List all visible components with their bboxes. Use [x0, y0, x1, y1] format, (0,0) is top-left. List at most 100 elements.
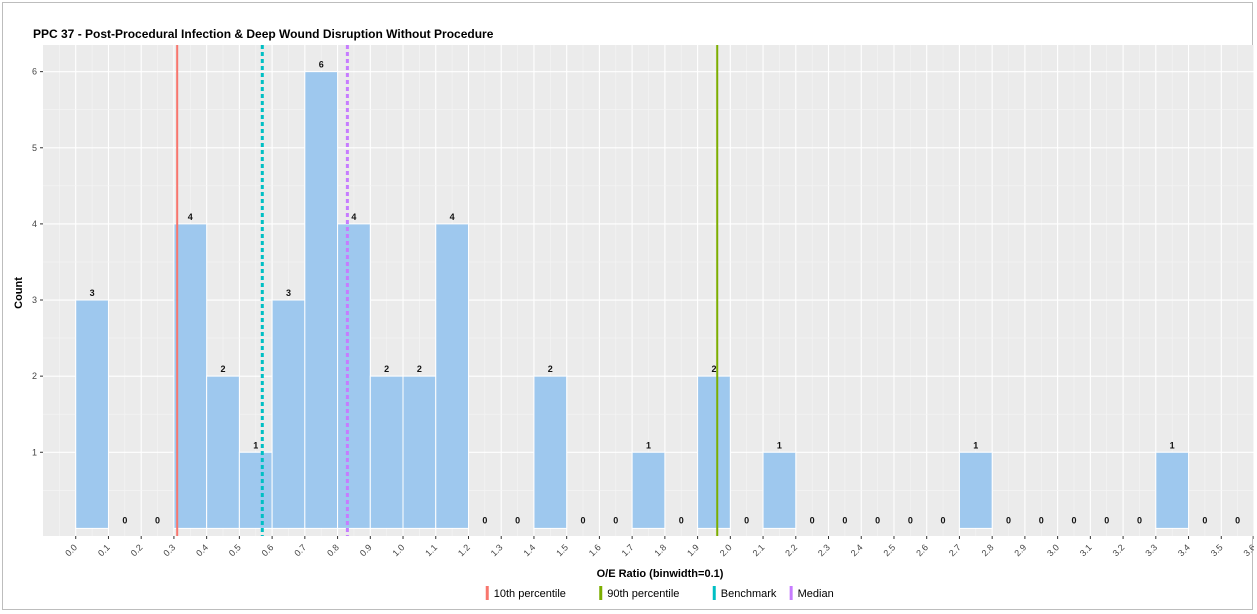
bar-count-label: 2 — [548, 364, 553, 374]
x-tick-label: 2.0 — [718, 542, 734, 558]
bar-count-label: 4 — [188, 212, 193, 222]
legend-label: 10th percentile — [494, 588, 566, 600]
legend: 10th percentile 90th percentile Benchmark M… — [485, 586, 834, 600]
x-tick-label: 1.2 — [456, 542, 472, 558]
x-tick-label: 1.7 — [620, 542, 636, 558]
histogram-bar — [631, 451, 666, 529]
x-tick-label: 2.7 — [947, 542, 963, 558]
bar-count-label: 1 — [777, 440, 782, 450]
bar-count-label: 3 — [286, 288, 291, 298]
y-tick-label: 2 — [32, 371, 37, 381]
histogram-bar — [238, 451, 273, 529]
histogram-bar — [304, 71, 339, 529]
bar-count-label: 0 — [1202, 515, 1207, 525]
x-tick-label: 1.3 — [489, 542, 505, 558]
bar-count-label: 2 — [384, 364, 389, 374]
legend-label: Benchmark — [721, 588, 777, 600]
bar-count-label: 0 — [515, 515, 520, 525]
x-tick-label: 1.0 — [391, 542, 407, 558]
reference-lines-group — [176, 45, 719, 536]
bar-count-label: 0 — [908, 515, 913, 525]
bar-count-label: 0 — [875, 515, 880, 525]
x-tick-label: 2.4 — [849, 542, 865, 558]
x-tick-label: 2.5 — [881, 542, 897, 558]
x-tick-label: 2.6 — [914, 542, 930, 558]
bar-count-label: 0 — [1235, 515, 1240, 525]
histogram-bar — [369, 375, 404, 529]
bar-count-label: 1 — [646, 440, 651, 450]
x-tick-label: 3.2 — [1111, 542, 1127, 558]
x-tick-label: 0.7 — [292, 542, 308, 558]
x-tick-label: 0.3 — [161, 542, 177, 558]
y-tick-label: 4 — [32, 219, 37, 229]
x-tick-label: 0.9 — [358, 542, 374, 558]
x-tick-label: 3.5 — [1209, 542, 1225, 558]
histogram-chart: PPC 37 - Post-Procedural Infection & Dee… — [13, 27, 1254, 600]
x-tick-label: 0.1 — [96, 542, 112, 558]
bar-count-label: 0 — [613, 515, 618, 525]
x-tick-label: 3.1 — [1078, 542, 1094, 558]
bar-count-label: 0 — [1039, 515, 1044, 525]
x-axis-ticks: 0.0 0.1 0.2 0.3 0.4 0.5 0.6 0.7 0.8 0.9 1.0 1.1 1.2 1… — [63, 536, 1254, 558]
x-tick-label: 3.4 — [1176, 542, 1192, 558]
histogram-bar — [337, 223, 371, 529]
bar-labels-group: 3 0 0 4 2 1 3 6 4 2 2 4 0 0 2 0 0 1 0 2 0 1 0 0 0 0 0 1 0 0 0 0 0 1 0 0 — [90, 60, 1241, 526]
x-tick-label: 2.9 — [1012, 542, 1028, 558]
y-tick-label: 6 — [32, 67, 37, 77]
legend-label: Median — [798, 588, 834, 600]
x-tick-label: 1.5 — [554, 542, 570, 558]
x-tick-label: 1.8 — [652, 542, 668, 558]
histogram-bar — [206, 375, 240, 529]
x-tick-label: 0.6 — [260, 542, 276, 558]
x-tick-label: 2.8 — [980, 542, 996, 558]
histogram-bar — [435, 223, 469, 529]
legend-swatch-median — [789, 586, 793, 600]
bar-count-label: 3 — [90, 288, 95, 298]
x-tick-label: 3.6 — [1241, 542, 1254, 558]
bar-count-label: 0 — [1006, 515, 1011, 525]
x-tick-label: 0.8 — [325, 542, 341, 558]
y-tick-label: 3 — [32, 295, 37, 305]
x-tick-label: 0.2 — [129, 542, 145, 558]
bar-count-label: 6 — [319, 60, 324, 70]
histogram-bar — [762, 451, 797, 529]
legend-swatch-90th-percentile — [599, 586, 603, 600]
bar-count-label: 0 — [1071, 515, 1076, 525]
x-tick-label: 2.2 — [783, 542, 799, 558]
y-tick-label: 1 — [32, 447, 37, 457]
bar-count-label: 0 — [941, 515, 946, 525]
bar-count-label: 0 — [744, 515, 749, 525]
bar-count-label: 2 — [711, 364, 716, 374]
legend-swatch-10th-percentile — [485, 586, 489, 600]
bar-count-label: 0 — [482, 515, 487, 525]
bar-count-label: 4 — [351, 212, 356, 222]
chart-title: PPC 37 - Post-Procedural Infection & Dee… — [33, 27, 494, 41]
bar-count-label: 2 — [221, 364, 226, 374]
x-tick-label: 2.1 — [751, 542, 767, 558]
bar-count-label: 1 — [1170, 440, 1175, 450]
bar-count-label: 0 — [1137, 515, 1142, 525]
bar-count-label: 0 — [842, 515, 847, 525]
histogram-bar — [533, 375, 568, 529]
bar-count-label: 4 — [450, 212, 455, 222]
x-axis-title: O/E Ratio (binwidth=0.1) — [597, 568, 724, 580]
bar-count-label: 0 — [122, 515, 127, 525]
histogram-bar — [75, 299, 109, 529]
x-tick-label: 0.5 — [227, 542, 243, 558]
histogram-bar — [402, 375, 437, 529]
x-tick-label: 1.9 — [685, 542, 701, 558]
bar-count-label: 0 — [155, 515, 160, 525]
x-tick-label: 0.4 — [194, 542, 210, 558]
x-tick-label: 3.3 — [1143, 542, 1159, 558]
histogram-bar — [1155, 451, 1190, 529]
y-axis-title: Count — [13, 277, 25, 309]
bar-count-label: 2 — [417, 364, 422, 374]
x-tick-label: 1.4 — [521, 542, 537, 558]
bar-count-label: 0 — [581, 515, 586, 525]
y-axis-ticks: 1 2 3 4 5 6 — [32, 67, 43, 457]
bar-count-label: 1 — [253, 440, 258, 450]
bar-count-label: 0 — [679, 515, 684, 525]
x-tick-label: 1.6 — [587, 542, 603, 558]
x-tick-label: 1.1 — [423, 542, 439, 558]
